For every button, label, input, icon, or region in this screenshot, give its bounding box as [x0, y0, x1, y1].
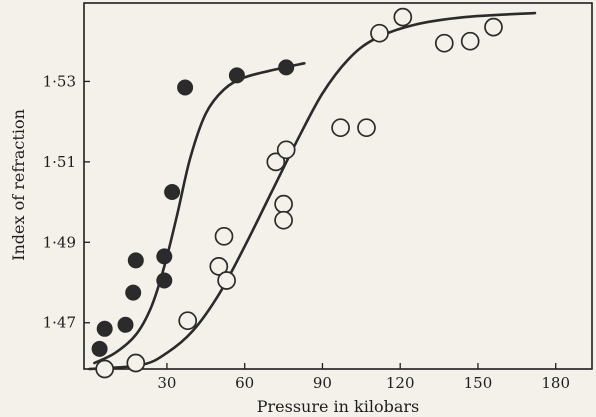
y-tick-label: 1·51 — [43, 153, 76, 171]
series-2-point — [331, 118, 350, 138]
axis-ticks: 30 60 90 120 150 180 1·47 1·49 1·51 1·53 — [43, 72, 570, 392]
series-1-point — [117, 316, 134, 333]
series-1-point — [156, 272, 173, 289]
series-2-point — [357, 118, 376, 138]
series-2-point — [178, 311, 198, 331]
series-2-point — [434, 33, 454, 53]
series-1-point — [278, 59, 295, 76]
fitted-curves — [87, 11, 537, 371]
x-axis-label: Pressure in kilobars — [257, 397, 420, 416]
series-2-point — [95, 359, 115, 379]
x-tick-label: 60 — [235, 374, 254, 392]
y-axis-label: Index of refraction — [9, 109, 28, 261]
series-1-point — [127, 252, 144, 269]
y-tick-label: 1·47 — [43, 314, 76, 332]
series-1-point — [164, 184, 181, 200]
x-tick-label: 150 — [464, 374, 493, 392]
y-tick-label: 1·49 — [43, 233, 76, 251]
data-points — [91, 7, 503, 379]
series-2-point — [217, 271, 236, 290]
series-2-point — [370, 23, 389, 43]
series-2-point — [484, 17, 503, 37]
series-2-point — [276, 140, 296, 160]
x-tick-label: 90 — [313, 374, 332, 392]
series-1-point — [91, 340, 108, 357]
series-2-point — [274, 210, 293, 230]
series-2-point — [209, 257, 229, 276]
series-2-point — [214, 226, 234, 246]
series-1-point — [125, 284, 142, 301]
y-tick-label: 1·53 — [43, 72, 76, 90]
series-2-point — [460, 31, 480, 51]
plot-frame — [83, 2, 593, 370]
x-tick-label: 120 — [386, 374, 415, 392]
series-1-point — [156, 248, 173, 265]
series-2-point — [274, 194, 293, 214]
x-tick-label: 30 — [157, 374, 176, 392]
series-1-point — [96, 320, 113, 337]
x-tick-label: 180 — [541, 374, 570, 392]
series-2-curve — [87, 11, 537, 371]
series-1-point — [177, 79, 194, 96]
series-2-point — [393, 7, 413, 27]
series-2-point — [126, 353, 146, 373]
series-1-point — [228, 67, 245, 84]
series-2-point — [266, 152, 286, 172]
series-1-curve — [93, 62, 306, 365]
